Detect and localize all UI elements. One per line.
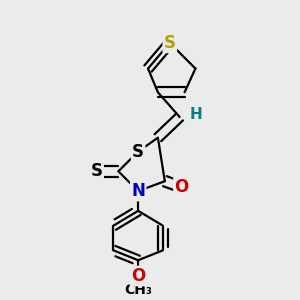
Text: O: O xyxy=(175,178,189,196)
Text: S: S xyxy=(164,34,176,52)
Text: S: S xyxy=(91,162,103,180)
Text: S: S xyxy=(132,142,144,160)
Text: CH₃: CH₃ xyxy=(124,283,152,297)
Text: N: N xyxy=(131,182,145,200)
Text: H: H xyxy=(190,106,202,122)
Text: O: O xyxy=(131,267,145,285)
